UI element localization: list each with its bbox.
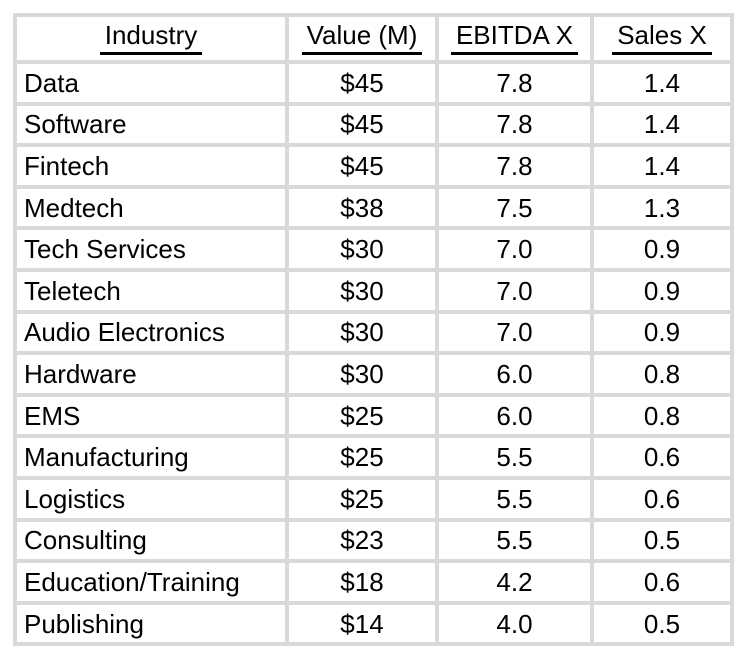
cell-value-m: $23 (285, 517, 439, 564)
cell-industry: Publishing (13, 600, 289, 647)
column-header-industry: Industry (13, 13, 289, 64)
cell-sales-x: 0.8 (590, 351, 734, 397)
cell-ebitda-x: 7.8 (435, 60, 594, 106)
cell-industry: Teletech (13, 267, 289, 314)
cell-industry: Education/Training (13, 559, 289, 605)
column-header-label: Sales X (612, 22, 712, 55)
header-row: Industry Value (M) EBITDA X Sales X (13, 13, 734, 64)
table-row: Education/Training $18 4.2 0.6 (13, 559, 734, 605)
cell-sales-x: 1.3 (590, 184, 734, 231)
cell-value-m: $30 (285, 226, 439, 272)
table-row: Medtech $38 7.5 1.3 (13, 184, 734, 231)
cell-value-m: $30 (285, 309, 439, 356)
cell-sales-x: 0.9 (590, 267, 734, 314)
cell-value-m: $30 (285, 267, 439, 314)
cell-ebitda-x: 7.0 (435, 226, 594, 272)
cell-ebitda-x: 7.0 (435, 267, 594, 314)
column-header-label: Industry (99, 22, 203, 55)
cell-sales-x: 1.4 (590, 143, 734, 189)
cell-industry: Data (13, 60, 289, 106)
cell-sales-x: 0.6 (590, 434, 734, 480)
cell-value-m: $25 (285, 392, 439, 439)
cell-ebitda-x: 6.0 (435, 392, 594, 439)
table-row: Hardware $30 6.0 0.8 (13, 351, 734, 397)
cell-ebitda-x: 5.5 (435, 517, 594, 564)
cell-value-m: $18 (285, 559, 439, 605)
cell-industry: Consulting (13, 517, 289, 564)
table-row: Teletech $30 7.0 0.9 (13, 267, 734, 314)
cell-value-m: $30 (285, 351, 439, 397)
cell-ebitda-x: 5.5 (435, 475, 594, 522)
industry-valuation-table: Industry Value (M) EBITDA X Sales X Data $45… (13, 13, 734, 647)
cell-ebitda-x: 7.0 (435, 309, 594, 356)
cell-industry: Tech Services (13, 226, 289, 272)
cell-ebitda-x: 7.8 (435, 101, 594, 148)
cell-industry: Medtech (13, 184, 289, 231)
table-row: Consulting $23 5.5 0.5 (13, 517, 734, 564)
cell-sales-x: 0.5 (590, 600, 734, 647)
cell-sales-x: 1.4 (590, 101, 734, 148)
table-row: Software $45 7.8 1.4 (13, 101, 734, 148)
table-row: Fintech $45 7.8 1.4 (13, 143, 734, 189)
table-row: Logistics $25 5.5 0.6 (13, 475, 734, 522)
cell-sales-x: 0.6 (590, 475, 734, 522)
cell-industry: EMS (13, 392, 289, 439)
cell-value-m: $45 (285, 101, 439, 148)
cell-sales-x: 0.9 (590, 309, 734, 356)
cell-value-m: $38 (285, 184, 439, 231)
table-row: Tech Services $30 7.0 0.9 (13, 226, 734, 272)
cell-ebitda-x: 6.0 (435, 351, 594, 397)
table-row: Manufacturing $25 5.5 0.6 (13, 434, 734, 480)
cell-ebitda-x: 5.5 (435, 434, 594, 480)
cell-ebitda-x: 4.2 (435, 559, 594, 605)
cell-value-m: $14 (285, 600, 439, 647)
cell-value-m: $45 (285, 143, 439, 189)
cell-sales-x: 0.9 (590, 226, 734, 272)
cell-industry: Audio Electronics (13, 309, 289, 356)
cell-value-m: $25 (285, 475, 439, 522)
cell-ebitda-x: 7.8 (435, 143, 594, 189)
cell-industry: Hardware (13, 351, 289, 397)
cell-industry: Fintech (13, 143, 289, 189)
cell-value-m: $45 (285, 60, 439, 106)
cell-sales-x: 1.4 (590, 60, 734, 106)
cell-industry: Logistics (13, 475, 289, 522)
industry-valuation-table-container: Industry Value (M) EBITDA X Sales X Data $45… (13, 13, 734, 647)
cell-sales-x: 0.8 (590, 392, 734, 439)
cell-industry: Manufacturing (13, 434, 289, 480)
column-header-label: EBITDA X (450, 22, 579, 55)
table-body: Data $45 7.8 1.4 Software $45 7.8 1.4 Fintech $45… (13, 60, 734, 647)
cell-ebitda-x: 4.0 (435, 600, 594, 647)
column-header-label: Value (M) (301, 22, 423, 55)
table-row: Audio Electronics $30 7.0 0.9 (13, 309, 734, 356)
cell-sales-x: 0.5 (590, 517, 734, 564)
cell-value-m: $25 (285, 434, 439, 480)
column-header-value-m: Value (M) (285, 13, 439, 64)
table-row: Data $45 7.8 1.4 (13, 60, 734, 106)
table-row: Publishing $14 4.0 0.5 (13, 600, 734, 647)
column-header-ebitda-x: EBITDA X (435, 13, 594, 64)
cell-ebitda-x: 7.5 (435, 184, 594, 231)
column-header-sales-x: Sales X (590, 13, 734, 64)
cell-sales-x: 0.6 (590, 559, 734, 605)
cell-industry: Software (13, 101, 289, 148)
table-row: EMS $25 6.0 0.8 (13, 392, 734, 439)
